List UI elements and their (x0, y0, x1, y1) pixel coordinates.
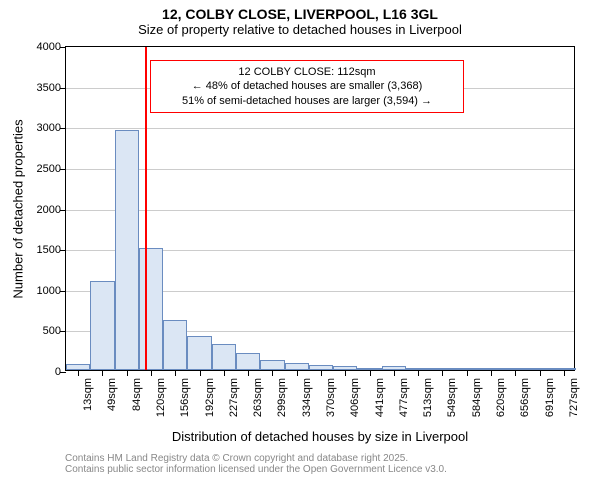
x-tick (564, 370, 565, 376)
x-tick (442, 370, 443, 376)
x-tick (418, 370, 419, 376)
x-tick (491, 370, 492, 376)
x-tick (78, 370, 79, 376)
x-tick (175, 370, 176, 376)
histogram-bar (212, 344, 236, 370)
x-axis-label: Distribution of detached houses by size … (65, 429, 575, 444)
histogram-bar (90, 281, 114, 370)
x-tick-label: 513sqm (422, 378, 434, 417)
x-tick (540, 370, 541, 376)
x-tick-label: 691sqm (544, 378, 556, 417)
y-tick-label: 3000 (37, 122, 66, 134)
x-tick-label: 299sqm (276, 378, 288, 417)
y-tick-label: 500 (43, 325, 66, 337)
x-tick (467, 370, 468, 376)
x-tick-label: 84sqm (131, 378, 143, 411)
x-tick-label: 620sqm (495, 378, 507, 417)
x-tick (248, 370, 249, 376)
x-tick (515, 370, 516, 376)
gridline (66, 128, 574, 129)
x-tick-label: 727sqm (568, 378, 580, 417)
x-tick (272, 370, 273, 376)
x-tick-label: 441sqm (374, 378, 386, 417)
x-tick-label: 263sqm (252, 378, 264, 417)
annotation-line-2: ← 48% of detached houses are smaller (3,… (157, 79, 457, 93)
x-tick-label: 227sqm (228, 378, 240, 417)
x-tick-label: 370sqm (325, 378, 337, 417)
y-tick-label: 2500 (37, 163, 66, 175)
histogram-bar (163, 320, 187, 370)
x-tick-label: 656sqm (519, 378, 531, 417)
x-tick-label: 13sqm (82, 378, 94, 411)
gridline (66, 210, 574, 211)
annotation-box: 12 COLBY CLOSE: 112sqm← 48% of detached … (150, 60, 464, 113)
x-tick-label: 477sqm (398, 378, 410, 417)
footer-credits: Contains HM Land Registry data © Crown c… (65, 453, 447, 475)
histogram-bar (187, 336, 211, 370)
x-tick (370, 370, 371, 376)
histogram-bar (285, 363, 309, 370)
x-tick-label: 49sqm (106, 378, 118, 411)
annotation-line-1: 12 COLBY CLOSE: 112sqm (157, 65, 457, 79)
x-tick (102, 370, 103, 376)
histogram-bar (236, 353, 260, 370)
gridline (66, 169, 574, 170)
x-tick-label: 192sqm (204, 378, 216, 417)
x-tick-label: 156sqm (179, 378, 191, 417)
x-tick-label: 334sqm (301, 378, 313, 417)
y-tick-label: 1000 (37, 285, 66, 297)
y-tick-label: 3500 (37, 82, 66, 94)
footer-line-1: Contains HM Land Registry data © Crown c… (65, 453, 447, 464)
x-tick (151, 370, 152, 376)
footer-line-2: Contains public sector information licen… (65, 464, 447, 475)
histogram-bar (260, 360, 284, 370)
x-tick (321, 370, 322, 376)
chart-subtitle: Size of property relative to detached ho… (0, 22, 600, 37)
property-marker-line (145, 47, 147, 370)
y-axis-label: Number of detached properties (11, 119, 26, 298)
y-tick-label: 2000 (37, 204, 66, 216)
x-tick-label: 584sqm (471, 378, 483, 417)
chart-title: 12, COLBY CLOSE, LIVERPOOL, L16 3GL (0, 0, 600, 22)
histogram-bar (115, 130, 139, 370)
y-tick-label: 1500 (37, 244, 66, 256)
histogram-bar (139, 248, 163, 370)
y-tick-label: 0 (55, 366, 66, 378)
x-tick (394, 370, 395, 376)
x-tick-label: 120sqm (155, 378, 167, 417)
x-tick (200, 370, 201, 376)
x-tick (127, 370, 128, 376)
x-tick-label: 549sqm (446, 378, 458, 417)
x-tick (297, 370, 298, 376)
x-tick (345, 370, 346, 376)
y-tick-label: 4000 (37, 41, 66, 53)
annotation-line-3: 51% of semi-detached houses are larger (… (157, 94, 457, 108)
x-tick (224, 370, 225, 376)
x-tick-label: 406sqm (349, 378, 361, 417)
